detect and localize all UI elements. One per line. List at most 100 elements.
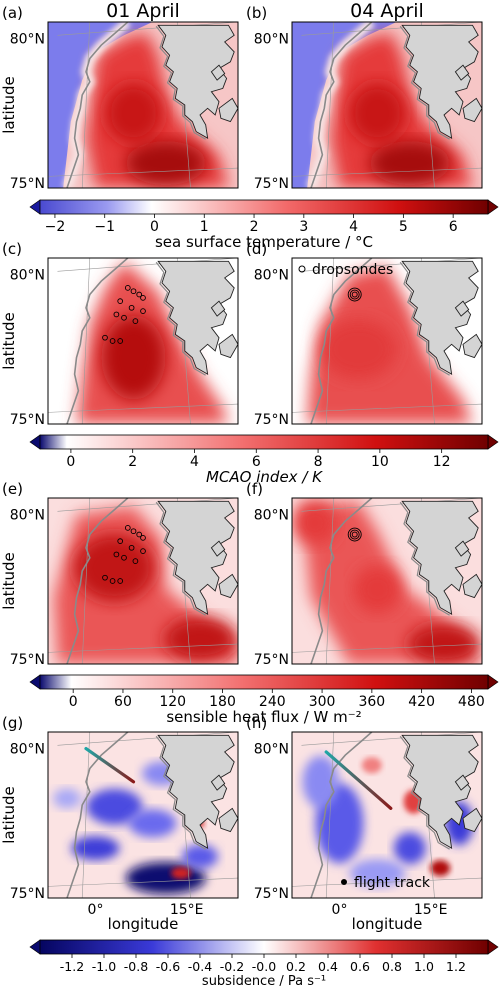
latitude-gridline [48, 643, 238, 653]
panel-label: (g) [2, 714, 23, 732]
coastline [66, 732, 129, 898]
latitude-gridline [57, 498, 238, 512]
colorbar-min-arrow [29, 434, 41, 450]
island-land [218, 97, 238, 123]
colorbar-tick-label: 60 [114, 694, 132, 710]
colorbar-tick-label: 360 [358, 694, 385, 710]
lat-tick-label: 75°N [10, 176, 45, 192]
y-axis-label: latitude [0, 312, 18, 370]
island-land [462, 573, 482, 599]
map-panel [292, 22, 482, 188]
dropsonde-marker [136, 531, 143, 538]
island-land [210, 540, 226, 557]
lon-tick-label: 15°E [414, 902, 448, 918]
colorbar-tick-label: 5 [399, 219, 408, 235]
coastline [310, 258, 373, 424]
longitude-gridline [81, 22, 91, 188]
longitude-gridline [325, 258, 335, 424]
latitude-gridline [48, 167, 238, 177]
colorbar-tick-label: 2 [250, 219, 259, 235]
colorbar-label: MCAO index / K [206, 468, 323, 486]
panel-label: (c) [2, 240, 22, 258]
subsidence-blob [53, 788, 81, 809]
panel-label: (a) [2, 4, 23, 22]
lat-tick-label: 80°N [254, 742, 289, 758]
flight-track-legend-label: flight track [354, 875, 431, 891]
panel-title: 04 April [350, 0, 424, 22]
colorbar-tick-label: 4 [349, 219, 358, 235]
dropsonde-marker [132, 558, 139, 564]
map-panel [292, 732, 482, 898]
coastline [310, 22, 373, 188]
lat-tick-label: 80°N [254, 508, 289, 524]
warm-core [369, 141, 450, 186]
colorbar-label: sea surface temperature / °C [155, 233, 373, 251]
colorbar-tick-label: 0.6 [350, 959, 370, 974]
shf-core [164, 617, 236, 662]
longitude-gridline [81, 732, 91, 898]
svalbard-land [157, 734, 235, 850]
panel-frame [47, 497, 239, 665]
colorbar-tick-label: 0.2 [286, 959, 306, 974]
lat-tick-label: 75°N [10, 412, 45, 428]
dropsonde-marker [347, 287, 362, 302]
colorbar-tick-label: 1 [200, 219, 209, 235]
svalbard-coast [399, 501, 450, 616]
island-land [454, 774, 470, 791]
dropsonde-marker [121, 554, 127, 561]
colorbar-tick-label: 6 [252, 454, 261, 470]
svalbard-land [157, 500, 235, 616]
island-land [210, 64, 226, 81]
colorbar-max-arrow [487, 434, 499, 450]
coastline [310, 732, 373, 898]
latitude-gridline [301, 732, 482, 746]
dropsonde-marker [351, 531, 358, 538]
lat-tick-label: 75°N [254, 176, 289, 192]
svalbard-land [401, 260, 479, 376]
colorbar-gradient [39, 199, 489, 215]
mcao-core [101, 315, 166, 400]
warm-core [105, 83, 162, 144]
lat-tick-label: 80°N [10, 268, 45, 284]
cold-water-region [292, 22, 397, 188]
warm-core [125, 141, 206, 186]
colorbar-tick-label: 0.4 [318, 959, 338, 974]
panel-frame [291, 257, 483, 425]
dropsonde-marker [347, 527, 362, 542]
warm-core [349, 83, 406, 144]
island-land [210, 774, 226, 791]
panel-title: 01 April [106, 0, 180, 22]
colorbar-tick-label: -0.2 [220, 959, 244, 974]
coastline [66, 498, 129, 664]
ascent-blob [430, 860, 451, 877]
latitude-gridline [301, 22, 482, 36]
dropsonde-marker [349, 529, 360, 540]
lon-tick-label: 0° [332, 902, 348, 918]
island-land [462, 807, 482, 833]
mcao-core [320, 319, 397, 380]
colorbar-tick-label: -0.8 [124, 959, 148, 974]
colorbar-tick-label: 0 [69, 694, 78, 710]
colorbar-tick-label: -0.6 [156, 959, 180, 974]
lat-tick-label: 80°N [10, 742, 45, 758]
subsidence-blob [128, 809, 177, 838]
dropsonde-marker [124, 525, 131, 531]
svalbard-land [401, 500, 479, 616]
latitude-gridline [292, 643, 482, 653]
colorbar-gradient [39, 939, 489, 955]
shf-core [408, 624, 480, 664]
lon-tick-label: 0° [88, 902, 104, 918]
dropsonde-marker [351, 291, 358, 298]
subsidence-blob [86, 788, 143, 825]
colorbar-tick-label: 420 [408, 694, 435, 710]
panel-frame [291, 497, 483, 665]
map-panel [292, 258, 482, 424]
longitude-gridline [81, 498, 91, 664]
colorbar-max-arrow [487, 939, 499, 955]
shf-core [292, 500, 337, 545]
panel-frame [47, 731, 239, 899]
panel-label: (e) [2, 480, 23, 498]
dropsonde-marker [102, 334, 108, 341]
dropsonde-marker [140, 294, 146, 301]
